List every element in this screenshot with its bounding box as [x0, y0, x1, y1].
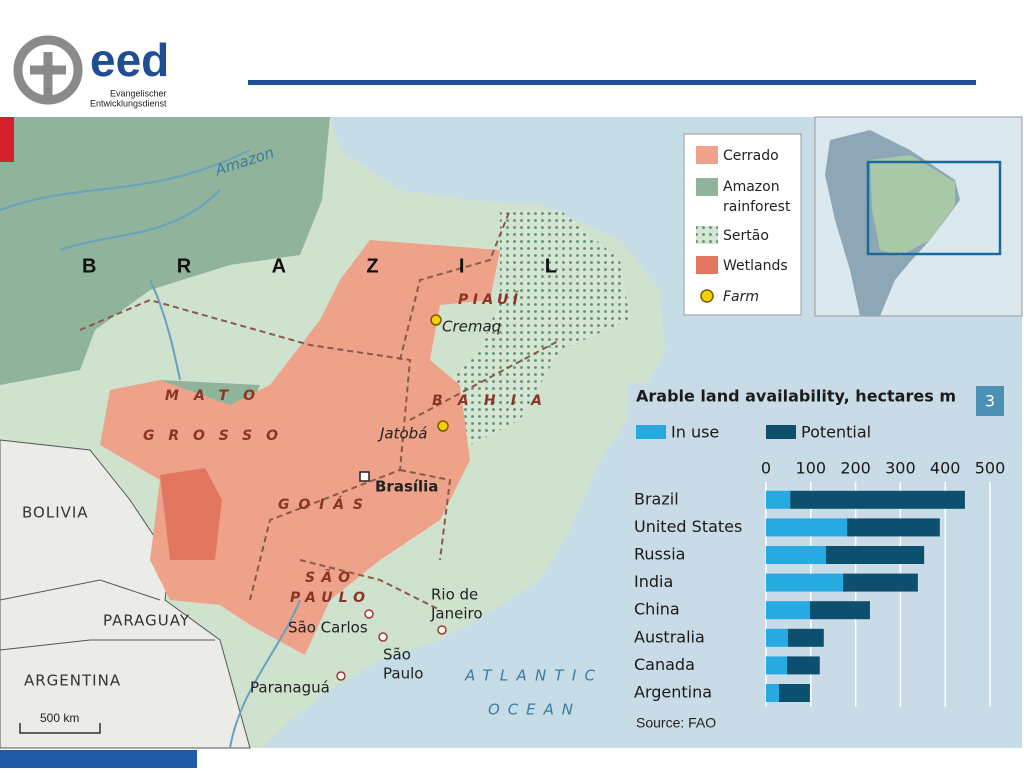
- legend-label: Farm: [723, 289, 759, 305]
- city: [364, 609, 374, 619]
- scale-bar: [19, 723, 101, 734]
- map-label: BOLIVIA: [22, 504, 89, 522]
- farm: [430, 314, 442, 326]
- org-name: Evangelischer: [110, 88, 167, 98]
- scale-label: 500 km: [40, 711, 79, 725]
- bar: [766, 518, 848, 537]
- legend-label: Amazon: [723, 179, 780, 195]
- amazon: [0, 117, 330, 385]
- legend-swatch: [700, 289, 714, 303]
- legend-swatch: [696, 178, 718, 196]
- capital: [359, 471, 370, 482]
- org-name: Entwicklungsdienst: [90, 98, 167, 108]
- wetlands: [160, 468, 222, 560]
- y-tick-label: Australia: [634, 627, 705, 646]
- chart: Arable land availability, hectares m 3 S…: [627, 383, 1005, 735]
- x-tick-label: 200: [840, 459, 871, 478]
- bar: [766, 546, 827, 564]
- city: [437, 625, 447, 635]
- map-label: PARAGUAY: [103, 612, 190, 630]
- bar: [809, 601, 870, 620]
- legend-swatch: [766, 425, 796, 439]
- x-tick-label: 100: [796, 459, 827, 478]
- map-label: Brasília: [375, 478, 438, 496]
- bar: [766, 601, 810, 620]
- chart-title: Arable land availability, hectares m: [636, 387, 956, 406]
- y-tick-label: Canada: [634, 655, 695, 674]
- map-label: Cremaq: [442, 318, 501, 336]
- border: [0, 579, 215, 651]
- bar: [778, 684, 810, 702]
- state-border: [79, 209, 561, 611]
- map-label: SÃO: [305, 569, 350, 586]
- x-tick-label: 400: [930, 459, 961, 478]
- farm: [437, 420, 449, 432]
- map: Amazon BRAZIL MATO GROSSO GOIÁS PIAUÍ BA…: [0, 116, 1023, 749]
- inset-brazil: [870, 155, 955, 256]
- legend-swatch: [696, 146, 718, 164]
- bar: [790, 490, 965, 509]
- badge-text: 3: [985, 392, 995, 411]
- map-label: OCEAN: [488, 701, 573, 719]
- x-tick-label: 0: [761, 459, 771, 478]
- header-rule: [248, 80, 976, 85]
- x-tick-label: 300: [885, 459, 916, 478]
- city: [378, 632, 388, 642]
- legend-label: Sertão: [723, 228, 769, 244]
- inset-frame: [866, 160, 1002, 256]
- map-label: BAHIA: [432, 393, 542, 409]
- legend: [683, 133, 802, 316]
- map-label: Janeiro: [430, 605, 483, 623]
- y-tick-label: United States: [634, 517, 742, 536]
- bar: [847, 518, 940, 537]
- neighbors: [0, 439, 251, 749]
- chart-source: Source: FAO: [636, 715, 716, 731]
- map-label: São Carlos: [288, 619, 368, 637]
- y-tick-label: Argentina: [634, 683, 712, 702]
- legend-swatch: [696, 256, 718, 274]
- y-tick-label: Brazil: [634, 489, 679, 508]
- y-tick-label: China: [634, 600, 680, 619]
- y-tick-label: Russia: [634, 545, 685, 564]
- legend-swatch: [636, 425, 666, 439]
- accent: [0, 117, 14, 162]
- bar: [826, 546, 925, 564]
- map-label: Rio de: [431, 586, 478, 604]
- map-label: São: [383, 646, 411, 664]
- river: [0, 149, 301, 749]
- map-label: Paulo: [383, 665, 423, 683]
- map-label: ARGENTINA: [24, 672, 121, 690]
- legend-label: Wetlands: [723, 258, 788, 274]
- x-tick-label: 500: [975, 459, 1006, 478]
- bar: [787, 656, 820, 675]
- bar: [766, 656, 788, 675]
- map-label: PIAUÍ: [458, 291, 520, 308]
- badge: [976, 386, 1004, 416]
- bar: [787, 628, 824, 647]
- map-label: Paranaguá: [250, 679, 330, 697]
- logo: eed Evangelischer Entwicklungsdienst: [13, 34, 169, 108]
- map-label: GOIÁS: [278, 496, 363, 513]
- legend-label: rainforest: [723, 199, 791, 215]
- legend-label: In use: [671, 423, 719, 442]
- sertao: [450, 210, 630, 450]
- map-label: PAULO: [290, 590, 365, 606]
- footer-bar: [0, 750, 197, 768]
- legend-label: Cerrado: [723, 148, 779, 164]
- legend-label: Potential: [801, 423, 871, 442]
- bar: [766, 490, 791, 509]
- bar: [766, 573, 844, 592]
- city: [336, 671, 346, 681]
- logo-text: eed: [90, 34, 169, 86]
- bar: [766, 684, 779, 702]
- map-label: Jatobá: [377, 425, 427, 443]
- bar: [843, 573, 918, 592]
- y-tick-label: India: [634, 572, 673, 591]
- bar: [766, 628, 788, 647]
- legend-swatch: [696, 226, 718, 244]
